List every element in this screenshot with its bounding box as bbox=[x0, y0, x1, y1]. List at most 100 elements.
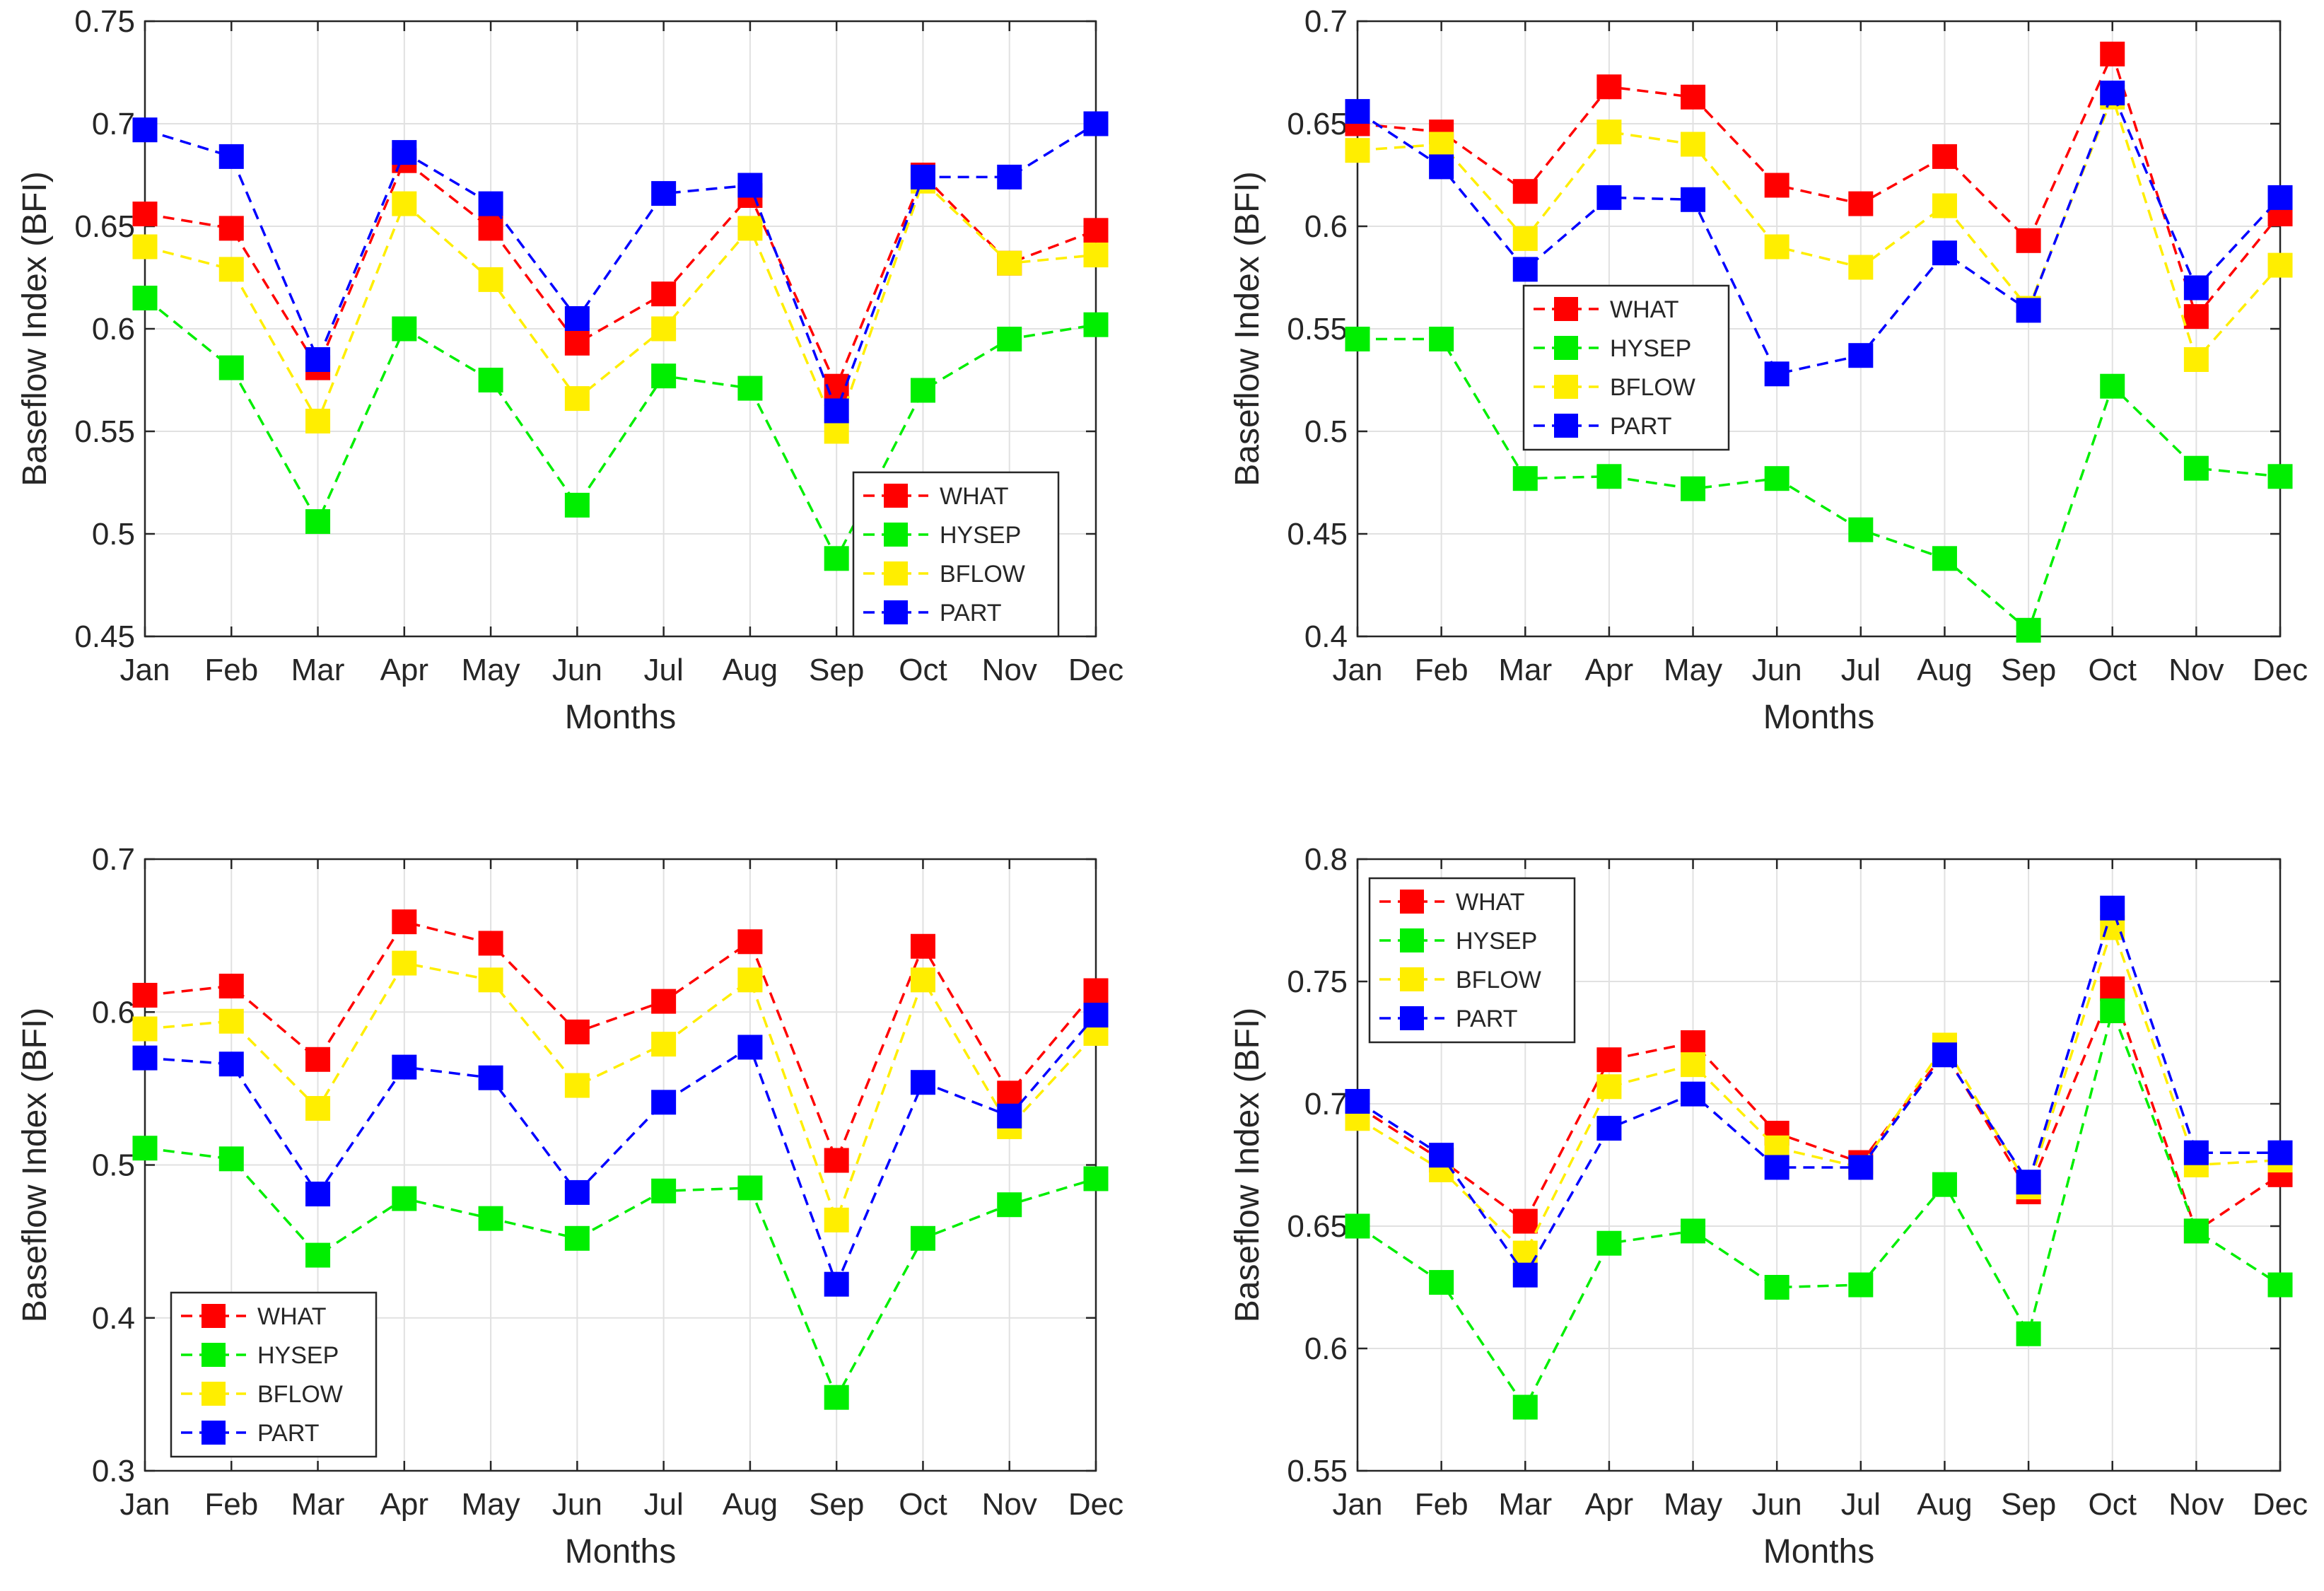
data-point-hysep bbox=[564, 492, 590, 518]
data-point-part bbox=[1512, 257, 1538, 282]
data-point-part bbox=[737, 173, 763, 198]
data-point-part bbox=[564, 306, 590, 331]
data-point-part bbox=[1429, 1143, 1454, 1168]
series-part bbox=[132, 1003, 1109, 1297]
x-tick-label: Mar bbox=[1498, 1487, 1552, 1522]
y-tick-label: 0.5 bbox=[92, 1148, 135, 1183]
data-point-hysep bbox=[2267, 1272, 2293, 1298]
data-point-hysep bbox=[1932, 546, 1957, 571]
x-tick-label: Jul bbox=[644, 1487, 684, 1522]
data-point-part bbox=[1512, 1262, 1538, 1288]
data-point-hysep bbox=[478, 1206, 503, 1231]
series-line-hysep bbox=[1357, 1006, 2281, 1410]
series-line-hysep bbox=[144, 1146, 1097, 1401]
y-tick-label: 0.7 bbox=[92, 842, 135, 877]
data-point-bflow bbox=[2183, 347, 2209, 372]
data-point-hysep bbox=[910, 1225, 935, 1251]
x-tick-label: Feb bbox=[1415, 1487, 1468, 1522]
x-tick-label: Dec bbox=[2253, 1487, 2308, 1522]
x-tick-label: Jan bbox=[1333, 1487, 1383, 1522]
data-point-hysep bbox=[997, 327, 1022, 351]
data-point-bflow bbox=[1429, 132, 1454, 157]
data-point-hysep bbox=[2183, 1218, 2209, 1244]
data-point-part bbox=[305, 1182, 331, 1207]
legend-label-bflow: BFLOW bbox=[257, 1381, 343, 1408]
x-tick-label: Feb bbox=[204, 653, 258, 687]
data-point-part bbox=[1932, 1042, 1957, 1068]
series-hysep bbox=[1345, 998, 2293, 1420]
y-tick-label: 0.7 bbox=[1304, 1087, 1348, 1121]
legend-label-part: PART bbox=[940, 600, 1002, 627]
data-point-what bbox=[1083, 978, 1109, 1003]
y-tick-label: 0.75 bbox=[74, 4, 135, 39]
x-tick-label: Aug bbox=[723, 1487, 778, 1522]
data-point-hysep bbox=[1932, 1172, 1957, 1197]
data-point-bflow bbox=[1681, 132, 1706, 157]
legend-label-part: PART bbox=[1610, 413, 1672, 440]
legend-label-what: WHAT bbox=[1456, 889, 1525, 916]
data-point-part bbox=[1848, 1155, 1874, 1180]
data-point-part bbox=[1083, 1003, 1109, 1028]
x-tick-label: Sep bbox=[809, 653, 864, 687]
data-point-part bbox=[1848, 343, 1874, 368]
x-tick-label: Oct bbox=[2089, 653, 2137, 687]
legend-marker-hysep bbox=[1554, 336, 1578, 360]
series-line-what bbox=[1357, 985, 2281, 1233]
legend-marker-bflow bbox=[1554, 375, 1578, 399]
data-point-hysep bbox=[824, 546, 849, 571]
series-line-bflow bbox=[144, 962, 1097, 1224]
data-point-bflow bbox=[305, 1095, 331, 1121]
data-point-bflow bbox=[392, 191, 417, 216]
data-point-what bbox=[305, 1047, 331, 1072]
data-point-hysep bbox=[1429, 327, 1454, 351]
data-point-part bbox=[564, 1179, 590, 1205]
data-point-part bbox=[1681, 1081, 1706, 1107]
data-point-part bbox=[1429, 154, 1454, 180]
data-point-what bbox=[478, 931, 503, 956]
legend-label-what: WHAT bbox=[257, 1303, 327, 1330]
data-point-bflow bbox=[1596, 1074, 1622, 1100]
data-point-part bbox=[824, 398, 849, 424]
x-tick-label: Dec bbox=[2253, 653, 2308, 687]
x-tick-label: Jul bbox=[1841, 1487, 1881, 1522]
data-point-bflow bbox=[1848, 255, 1874, 280]
data-point-hysep bbox=[651, 363, 677, 389]
data-point-bflow bbox=[737, 216, 763, 241]
data-point-part bbox=[997, 164, 1022, 190]
data-point-hysep bbox=[218, 1146, 244, 1172]
x-tick-label: Nov bbox=[2168, 653, 2224, 687]
data-point-bflow bbox=[1932, 193, 1957, 218]
data-point-part bbox=[2267, 1140, 2293, 1165]
x-tick-label: Feb bbox=[1415, 653, 1468, 687]
legend-label-part: PART bbox=[1456, 1006, 1518, 1032]
y-axis-label: Baseflow Index (BFI) bbox=[1229, 1008, 1266, 1323]
data-point-part bbox=[392, 1054, 417, 1080]
chart-panel-bottom-left: 0.3 0.4 0.5 0.6 0.7 Jan Feb Mar Apr May Jun Jul Aug S… bbox=[16, 842, 1123, 1570]
y-tick-label: 0.65 bbox=[74, 209, 135, 244]
data-point-part bbox=[2016, 1170, 2041, 1195]
x-tick-label: Jun bbox=[552, 653, 602, 687]
data-point-hysep bbox=[1345, 1213, 1370, 1239]
y-tick-label: 0.7 bbox=[92, 107, 135, 141]
data-point-part bbox=[218, 144, 244, 169]
series-bflow bbox=[132, 168, 1109, 444]
x-tick-label: Mar bbox=[1498, 653, 1552, 687]
series-line-part bbox=[1357, 89, 2282, 375]
data-point-hysep bbox=[1764, 466, 1789, 491]
data-point-part bbox=[2183, 275, 2209, 301]
y-tick-label: 0.4 bbox=[1304, 619, 1348, 654]
data-point-what bbox=[651, 281, 677, 307]
legend-marker-part bbox=[1554, 414, 1578, 438]
data-point-hysep bbox=[1681, 1218, 1706, 1244]
legend-label-what: WHAT bbox=[940, 483, 1009, 510]
data-point-bflow bbox=[2267, 252, 2293, 278]
data-point-what bbox=[737, 929, 763, 955]
data-point-part bbox=[910, 1070, 935, 1095]
x-tick-label: Apr bbox=[380, 653, 428, 687]
data-point-bflow bbox=[824, 419, 849, 444]
x-tick-label: Oct bbox=[899, 653, 947, 687]
series-line-bflow bbox=[144, 179, 1097, 435]
data-point-bflow bbox=[132, 1016, 158, 1042]
data-point-hysep bbox=[1596, 1230, 1622, 1256]
data-point-what bbox=[1764, 173, 1789, 198]
